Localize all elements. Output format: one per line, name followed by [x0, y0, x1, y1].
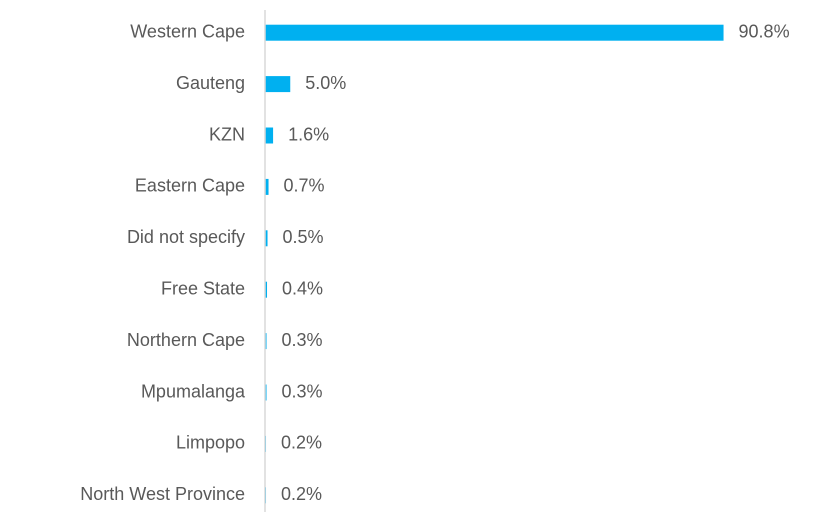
bar	[265, 127, 274, 144]
category-label: KZN	[209, 124, 245, 144]
category-label: Eastern Cape	[135, 176, 245, 196]
category-label: Gauteng	[176, 73, 245, 93]
bar	[265, 24, 724, 41]
value-label: 0.4%	[282, 278, 323, 298]
bar	[265, 333, 267, 350]
value-label: 1.6%	[288, 124, 329, 144]
category-label: Did not specify	[127, 227, 245, 247]
value-label: 0.3%	[282, 381, 323, 401]
bar	[265, 230, 268, 247]
value-label: 5.0%	[305, 73, 346, 93]
bar	[265, 384, 267, 401]
category-label: Limpopo	[176, 433, 245, 453]
category-label: Northern Cape	[127, 330, 245, 350]
value-label: 0.2%	[281, 484, 322, 504]
value-label: 0.3%	[282, 330, 323, 350]
bar	[265, 281, 268, 298]
category-label: Free State	[161, 278, 245, 298]
bar	[265, 76, 291, 93]
value-label: 90.8%	[739, 21, 790, 41]
category-label: Mpumalanga	[141, 381, 246, 401]
category-label: North West Province	[80, 484, 245, 504]
bar	[265, 178, 269, 195]
value-label: 0.2%	[281, 433, 322, 453]
value-label: 0.5%	[283, 227, 324, 247]
category-label: Western Cape	[130, 21, 245, 41]
value-label: 0.7%	[284, 176, 325, 196]
